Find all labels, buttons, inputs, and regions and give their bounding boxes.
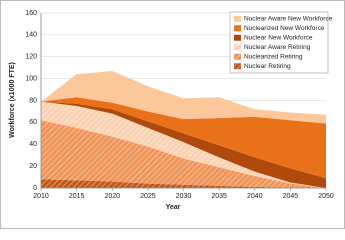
legend-box [229,11,329,74]
legend-swatch [234,53,241,60]
legend-swatch [234,63,241,70]
y-tick-label: 100 [25,75,37,82]
area [41,70,326,124]
legend-swatch [234,34,241,41]
legend-label: Nuclear Aware New Workforce [244,15,333,22]
legend-swatch [234,15,241,22]
x-tick-label: 2030 [176,193,192,200]
area [41,101,326,188]
legend-label: Nuclear New Workforce [244,34,313,41]
y-tick-label: 20 [29,163,37,170]
legend-label: Nuclearized New Workforce [244,25,325,32]
y-tick-label: 0 [33,185,37,192]
y-tick-label: 160 [25,10,37,17]
y-axis-title: Workforce (x1000 FTE) [9,62,16,138]
y-tick-label: 40 [29,141,37,148]
y-tick-label: 80 [29,97,37,104]
area [41,120,326,188]
x-tick-label: 2035 [211,193,227,200]
legend-swatch [234,44,241,51]
legend-label: Nuclearized Retiring [244,53,303,60]
y-tick-label: 60 [29,119,37,126]
legend-label: Nuclear Retiring [244,63,291,70]
y-tick-label: 120 [25,54,37,61]
legend-swatch [234,25,241,32]
area [41,97,326,179]
x-tick-label: 2015 [69,193,85,200]
x-tick-label: 2045 [283,193,299,200]
x-tick-label: 2020 [104,193,120,200]
x-tick-label: 2040 [247,193,263,200]
page: {"chart_data": {"type": "stacked_area", … [0,0,345,229]
area [41,101,326,188]
x-tick-label: 2025 [140,193,156,200]
y-tick-label: 140 [25,32,37,39]
x-tick-label: 2050 [318,193,334,200]
legend-label: Nuclear Aware Retiring [244,44,311,51]
x-tick-label: 2010 [33,193,49,200]
chart: Year Workforce (x1000 FTE) 0204060801001… [0,0,345,229]
x-axis-title: Year [166,204,181,211]
